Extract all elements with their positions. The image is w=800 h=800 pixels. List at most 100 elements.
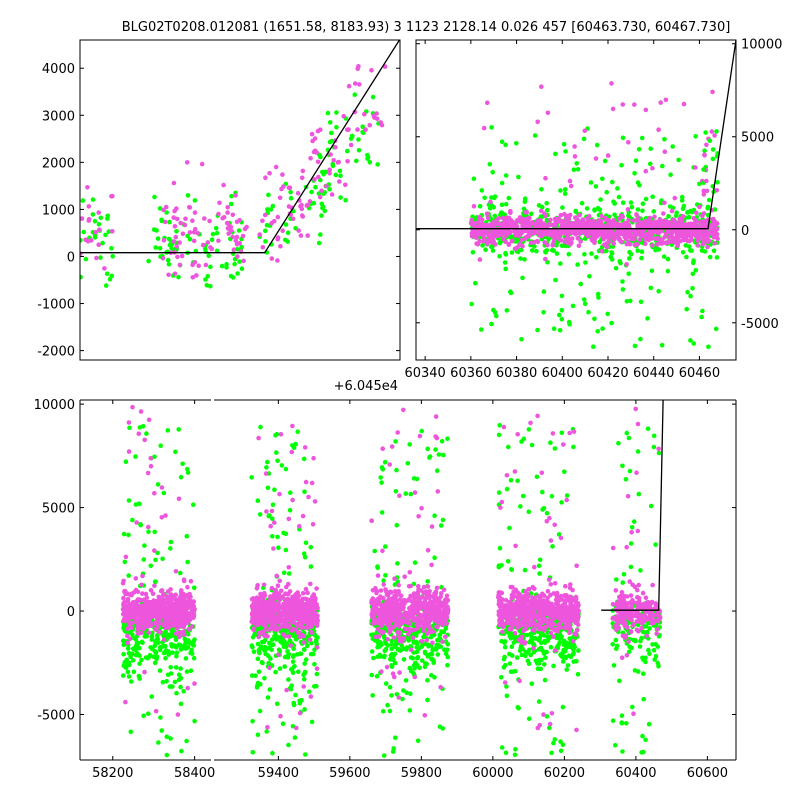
full-magenta-point — [306, 617, 311, 622]
season-magenta-point — [626, 140, 631, 145]
season-magenta-point — [569, 240, 574, 246]
full-green-point — [121, 531, 127, 537]
season-green-point — [575, 167, 581, 172]
full-green-point — [137, 661, 142, 666]
season-magenta-point — [618, 213, 624, 219]
zoom-magenta-point — [316, 174, 321, 180]
zoom-green-point — [237, 259, 242, 264]
full-green-point — [180, 461, 185, 467]
season-magenta-point — [643, 168, 649, 174]
zoom-green-point — [185, 233, 190, 239]
full-magenta-point — [272, 606, 277, 611]
full-magenta-point — [177, 634, 182, 640]
season-magenta-point — [689, 237, 695, 243]
season-green-point — [553, 151, 558, 157]
zoom-y-tick-label: 3000 — [42, 109, 75, 124]
zoom-green-point — [80, 198, 86, 203]
full-green-point — [306, 689, 312, 694]
full-magenta-point — [186, 611, 192, 616]
full-green-point — [302, 554, 308, 560]
full-green-point — [289, 683, 294, 688]
season-green-point — [597, 239, 602, 245]
season-magenta-point — [615, 231, 621, 237]
full-magenta-point — [163, 513, 168, 518]
zoom-magenta-point — [290, 216, 296, 222]
zoom-magenta-point — [193, 227, 198, 232]
full-magenta-point — [307, 637, 313, 643]
full-green-point — [123, 664, 129, 669]
season-magenta-point — [705, 244, 710, 250]
season-green-point — [551, 248, 556, 253]
full-magenta-point — [261, 582, 267, 588]
zoom-magenta-point — [230, 234, 235, 240]
zoom-magenta-point — [80, 216, 85, 221]
full-green-point — [431, 660, 437, 666]
season-green-point — [470, 250, 476, 255]
full-magenta-point — [152, 491, 157, 496]
full-green-point — [424, 661, 430, 667]
full-green-point — [276, 545, 281, 551]
season-green-point — [624, 299, 630, 304]
full-magenta-point — [153, 601, 158, 606]
full-magenta-point — [282, 634, 288, 639]
season-magenta-point — [559, 230, 565, 235]
full-magenta-point — [130, 404, 135, 410]
season-green-point — [629, 204, 635, 210]
zoom-magenta-point — [226, 231, 231, 236]
season-green-point — [627, 256, 632, 261]
season-magenta-point — [681, 101, 687, 107]
full-green-point — [408, 655, 414, 660]
zoom-green-point — [109, 246, 114, 251]
zoom-magenta-point — [328, 152, 333, 157]
zoom-magenta-point — [97, 227, 102, 232]
full-magenta-point — [416, 623, 422, 629]
zoom-magenta-point — [175, 254, 180, 260]
season-x-tick-label: 60360 — [450, 366, 491, 381]
season-green-point — [620, 287, 626, 292]
season-magenta-point — [676, 222, 682, 227]
zoom-green-point — [288, 189, 293, 195]
full-green-point — [178, 570, 183, 576]
full-green-point — [394, 522, 400, 528]
full-magenta-point — [371, 605, 376, 611]
zoom-green-point — [268, 207, 274, 212]
full-green-point — [269, 637, 275, 642]
full-green-point — [272, 487, 277, 493]
season-green-point — [706, 344, 711, 350]
full-green-point — [379, 480, 384, 485]
season-green-point — [519, 337, 524, 342]
full-magenta-point — [301, 640, 307, 645]
full-green-point — [387, 708, 393, 714]
season-green-point — [639, 249, 645, 254]
zoom-magenta-point — [269, 256, 275, 261]
season-green-point — [539, 187, 544, 192]
zoom-plot-area — [80, 40, 400, 289]
full-magenta-point — [256, 634, 262, 640]
season-green-point — [661, 254, 667, 259]
zoom-magenta-point — [231, 247, 237, 252]
full-green-point — [177, 643, 182, 648]
full-magenta-point — [123, 554, 129, 560]
full-green-point — [267, 645, 272, 651]
full-magenta-point — [168, 613, 174, 618]
zoom-magenta-point — [346, 83, 352, 89]
full-green-point — [133, 637, 138, 642]
full-green-point — [313, 638, 319, 643]
full-magenta-point — [146, 417, 152, 423]
season-magenta-point — [532, 228, 537, 233]
season-magenta-point — [679, 218, 684, 223]
full-magenta-point — [163, 601, 169, 606]
season-green-point — [534, 248, 539, 254]
full-magenta-point — [269, 602, 275, 607]
full-green-point — [258, 644, 264, 649]
full-green-point — [184, 533, 190, 539]
full-green-point — [153, 557, 158, 563]
full-magenta-point — [311, 592, 317, 597]
zoom-magenta-point — [216, 238, 221, 243]
zoom-magenta-point — [341, 113, 347, 119]
season-magenta-point — [573, 215, 578, 220]
full-green-point — [250, 750, 256, 755]
season-magenta-point — [560, 223, 565, 228]
zoom-model-line — [80, 40, 400, 254]
full-green-point — [165, 428, 171, 433]
